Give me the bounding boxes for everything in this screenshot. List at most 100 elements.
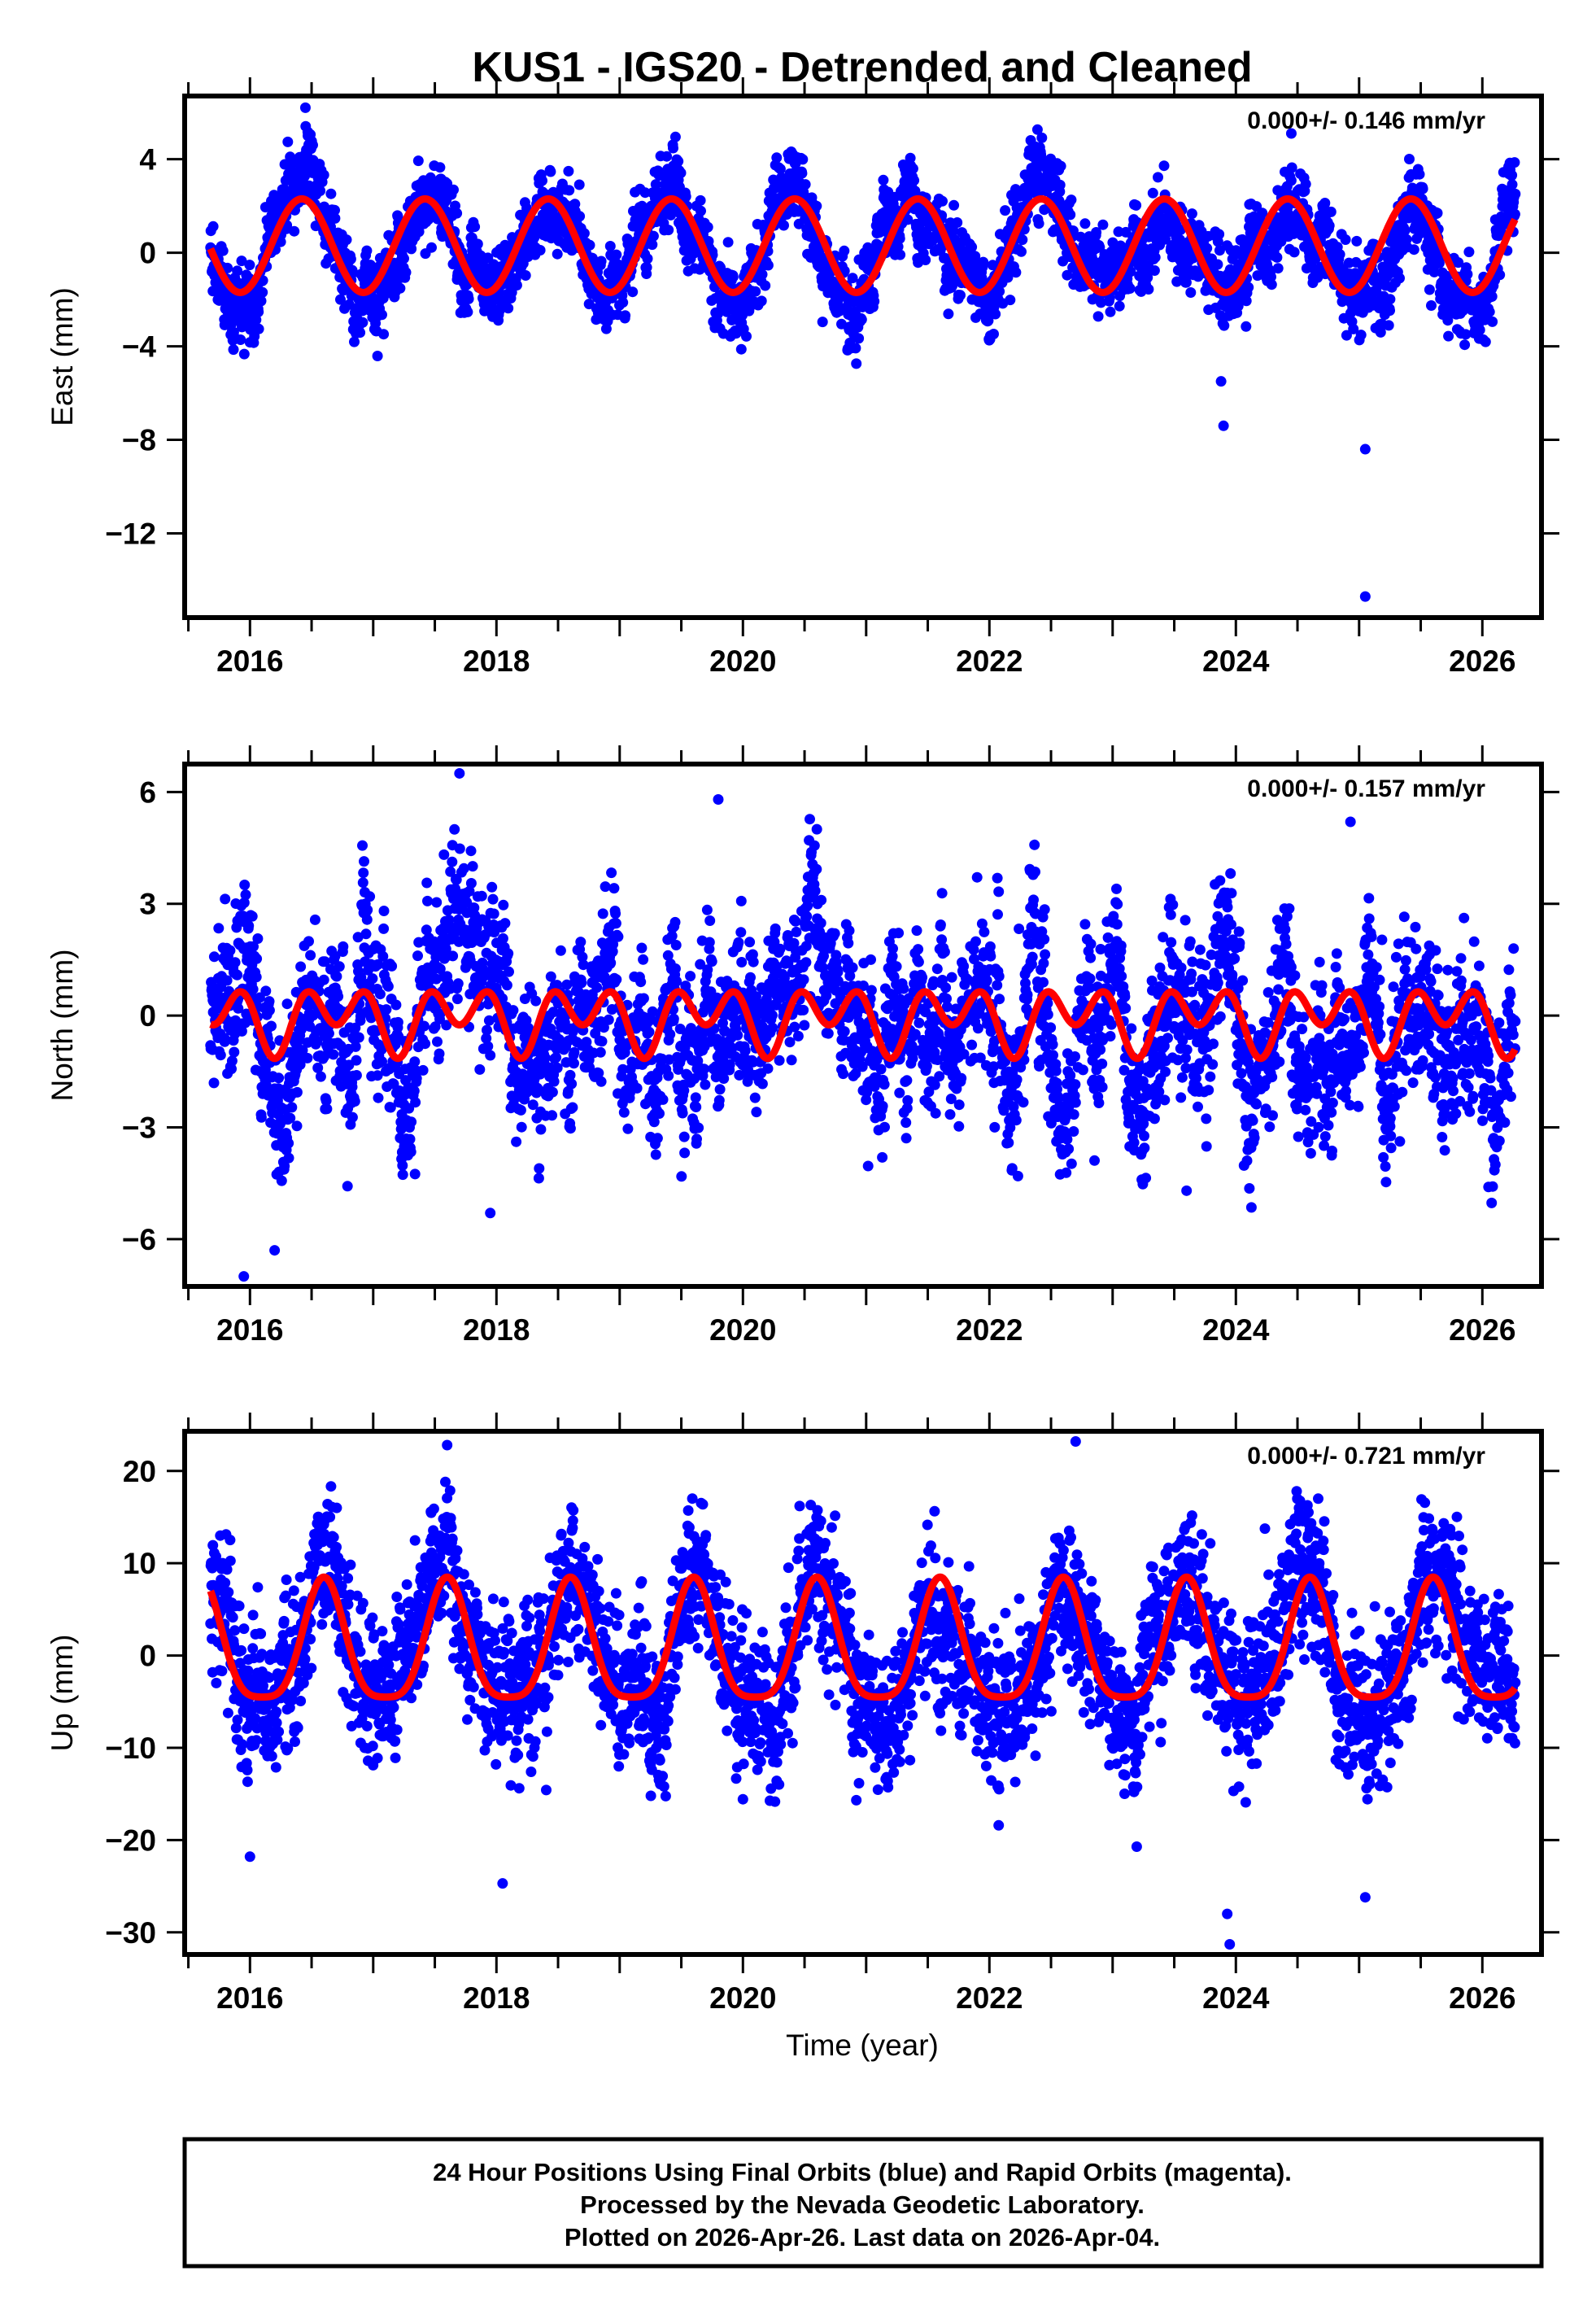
data-point (817, 317, 828, 328)
data-point (469, 221, 481, 233)
data-point (668, 1013, 679, 1024)
data-point (328, 1049, 339, 1060)
data-point (839, 245, 850, 256)
data-point (381, 1004, 392, 1015)
data-point (511, 1136, 522, 1147)
data-point (657, 1094, 669, 1105)
data-point (208, 1077, 220, 1089)
data-point (345, 253, 356, 264)
data-point (515, 1104, 526, 1116)
data-point (1474, 325, 1485, 335)
data-point (232, 265, 243, 277)
data-point (750, 286, 761, 297)
data-point (1214, 310, 1226, 321)
data-point (373, 959, 383, 970)
data-point (338, 941, 349, 952)
data-point (1114, 300, 1125, 312)
y-tick-label: −4 (122, 330, 157, 364)
data-point (1091, 227, 1102, 238)
data-point (399, 253, 409, 264)
y-tick-label: 4 (139, 143, 156, 177)
data-point (1426, 300, 1437, 311)
data-point (422, 895, 433, 906)
data-point (622, 1123, 634, 1134)
data-point (534, 245, 546, 255)
data-point (229, 1046, 240, 1058)
data-point (454, 843, 465, 854)
data-point (1480, 336, 1491, 347)
data-point (970, 251, 981, 262)
data-point (1005, 295, 1016, 306)
data-point (990, 308, 1001, 320)
data-points (205, 102, 1521, 602)
data-point (978, 256, 989, 268)
data-point (225, 945, 236, 956)
data-point (418, 1020, 430, 1032)
data-point (856, 314, 867, 325)
data-point (251, 953, 263, 964)
data-point (797, 154, 809, 165)
data-point (482, 1041, 494, 1052)
data-point (1394, 273, 1405, 284)
data-point (1408, 244, 1419, 255)
data-point (1319, 198, 1331, 208)
data-point (409, 1168, 421, 1180)
data-point (464, 885, 475, 897)
data-point (413, 226, 425, 238)
data-point (610, 918, 621, 929)
data-point (397, 1160, 408, 1171)
data-point (665, 1029, 676, 1040)
data-point (353, 1032, 364, 1043)
data-point (291, 1086, 303, 1098)
data-point (465, 845, 477, 857)
data-point (1341, 330, 1352, 341)
data-point (283, 1138, 294, 1149)
data-point (647, 239, 658, 251)
data-point (244, 260, 255, 271)
data-point (251, 314, 262, 325)
data-point (329, 204, 340, 216)
data-point (282, 136, 294, 147)
data-point (600, 881, 611, 893)
data-point (545, 166, 556, 177)
data-point (392, 1016, 403, 1028)
data-point (611, 249, 622, 260)
data-point (315, 186, 326, 196)
data-point (222, 262, 233, 273)
x-tick-label: 2026 (1449, 644, 1515, 678)
data-point (246, 911, 258, 922)
data-point (443, 915, 455, 926)
data-point (409, 1056, 421, 1068)
data-point (851, 358, 862, 369)
data-point (349, 336, 360, 347)
data-point (1033, 218, 1044, 229)
data-point (1414, 168, 1425, 180)
data-point (1325, 206, 1337, 217)
data-point (390, 999, 402, 1011)
data-point (1212, 259, 1223, 270)
data-point (661, 151, 673, 162)
data-point (357, 317, 368, 328)
data-point (448, 184, 459, 195)
data-point (547, 1110, 558, 1121)
data-point (1424, 284, 1435, 295)
data-point (811, 200, 822, 212)
data-point (1095, 297, 1106, 308)
data-point (373, 1092, 384, 1103)
data-point (360, 928, 372, 940)
data-point (853, 333, 865, 344)
data-point (1241, 321, 1252, 332)
x-tick-label: 2022 (956, 644, 1023, 678)
data-point (516, 1121, 527, 1133)
data-point (760, 280, 771, 291)
data-point (404, 1133, 416, 1145)
data-point (486, 881, 498, 893)
data-point (281, 998, 293, 1010)
plot-frame (182, 94, 1544, 620)
data-point (1016, 246, 1027, 257)
data-point (1125, 266, 1136, 277)
data-point (635, 976, 647, 988)
data-point (315, 1071, 326, 1082)
data-point (279, 1160, 290, 1172)
